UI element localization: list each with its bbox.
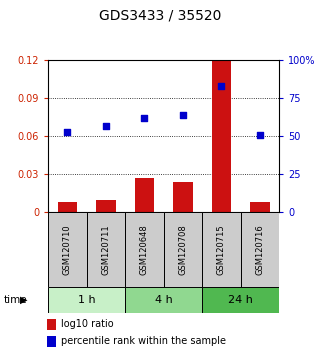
Text: GDS3433 / 35520: GDS3433 / 35520 <box>99 9 222 23</box>
Bar <box>87 212 125 287</box>
Bar <box>164 212 202 287</box>
Bar <box>202 212 241 287</box>
Bar <box>58 202 77 212</box>
Bar <box>125 287 202 313</box>
Bar <box>47 319 56 330</box>
Text: ▶: ▶ <box>20 295 28 305</box>
Point <box>103 123 108 129</box>
Point <box>219 83 224 89</box>
Bar <box>212 62 231 212</box>
Text: log10 ratio: log10 ratio <box>61 319 114 329</box>
Point <box>142 115 147 121</box>
Bar <box>96 200 116 212</box>
Bar <box>202 287 279 313</box>
Text: GSM120716: GSM120716 <box>256 224 265 275</box>
Bar <box>48 287 125 313</box>
Text: time: time <box>3 295 27 305</box>
Text: 1 h: 1 h <box>78 295 95 305</box>
Point <box>257 132 263 138</box>
Bar <box>135 178 154 212</box>
Bar <box>173 182 193 212</box>
Text: percentile rank within the sample: percentile rank within the sample <box>61 336 226 346</box>
Point <box>180 112 186 118</box>
Point <box>65 129 70 135</box>
Text: 24 h: 24 h <box>228 295 253 305</box>
Bar <box>250 202 270 212</box>
Text: 4 h: 4 h <box>155 295 173 305</box>
Text: GSM120708: GSM120708 <box>178 224 187 275</box>
Text: GSM120715: GSM120715 <box>217 224 226 275</box>
Bar <box>241 212 279 287</box>
Bar <box>48 212 87 287</box>
Text: GSM120710: GSM120710 <box>63 224 72 275</box>
Bar <box>125 212 164 287</box>
Text: GSM120711: GSM120711 <box>101 224 110 275</box>
Bar <box>47 336 56 347</box>
Text: GSM120648: GSM120648 <box>140 224 149 275</box>
